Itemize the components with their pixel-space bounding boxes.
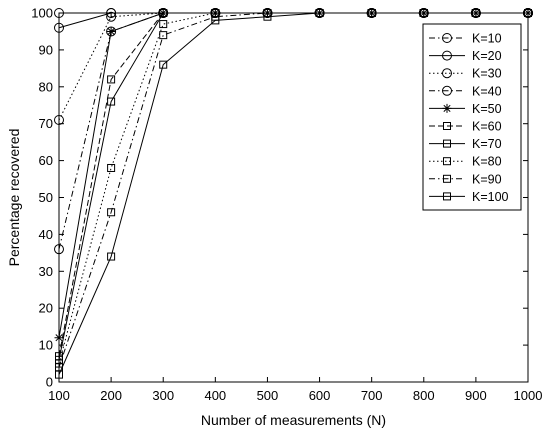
axis-ticks: 100 200 300 400 500 600 700 800 900 1000 0 10 20 30 40…: [31, 6, 542, 404]
legend-marker: [442, 50, 452, 61]
legend-label: K=70: [472, 137, 502, 151]
x-tick-label: 200: [100, 388, 122, 403]
y-tick-label: 100: [31, 6, 53, 21]
y-tick-label: 60: [39, 153, 53, 168]
legend-label: K=30: [472, 67, 502, 81]
data-point: [107, 208, 116, 217]
legend-entry: K=40: [429, 84, 502, 98]
legend-entry: K=100: [429, 190, 509, 204]
legend-marker: [443, 174, 451, 183]
y-tick-label: 70: [39, 116, 53, 131]
legend-marker: [443, 122, 451, 130]
legend-marker: [442, 33, 452, 43]
legend-entry: K=90: [429, 172, 502, 186]
legend-marker: [443, 139, 451, 148]
legend-marker: [443, 192, 451, 201]
legend-marker: [443, 157, 451, 166]
legend-label: K=50: [472, 102, 502, 116]
y-tick-label: 90: [39, 42, 53, 57]
data-point: [159, 20, 168, 29]
legend-entry: K=60: [429, 120, 502, 134]
data-point: [106, 11, 117, 22]
y-tick-label: 40: [39, 227, 53, 242]
legend-entry: K=80: [429, 155, 502, 169]
legend-label: K=40: [472, 84, 502, 98]
y-tick-label: 0: [46, 375, 53, 390]
data-point: [159, 31, 168, 40]
data-point: [107, 163, 116, 172]
data-point: [107, 252, 116, 261]
x-tick-label: 800: [413, 388, 435, 403]
data-point: [106, 26, 116, 36]
x-tick-label: 300: [152, 388, 174, 403]
data-point: [107, 75, 116, 84]
x-tick-label: 600: [309, 388, 331, 403]
legend-marker: [442, 68, 452, 79]
x-tick-label: 400: [204, 388, 226, 403]
legend-entry: K=20: [429, 49, 502, 63]
legend-marker: [442, 85, 452, 96]
legend-label: K=60: [472, 120, 502, 134]
x-tick-label: 900: [465, 388, 487, 403]
y-tick-label: 10: [39, 338, 53, 353]
x-tick-label: 500: [257, 388, 279, 403]
y-axis-title: Percentage recovered: [6, 129, 22, 267]
x-axis-title: Number of measurements (N): [201, 412, 386, 428]
y-tick-label: 80: [39, 79, 53, 94]
data-point: [159, 60, 168, 69]
x-tick-label: 1000: [514, 388, 543, 403]
legend-label: K=100: [472, 190, 509, 204]
legend: K=10 K=20 K=30 K=40 K=50 K=60 K=70 K=80 K=90 K=10…: [422, 23, 522, 211]
legend-label: K=20: [472, 49, 502, 63]
y-tick-label: 30: [39, 264, 53, 279]
x-tick-label: 100: [48, 388, 70, 403]
y-tick-label: 50: [39, 190, 53, 205]
legend-entry: K=70: [429, 137, 502, 151]
legend-label: K=10: [472, 32, 502, 46]
legend-entry: K=10: [429, 32, 502, 46]
x-tick-label: 700: [361, 388, 383, 403]
data-point: [107, 97, 116, 106]
legend-label: K=90: [472, 172, 502, 186]
y-tick-label: 20: [39, 301, 53, 316]
legend-label: K=80: [472, 155, 502, 169]
legend-marker: [442, 103, 452, 113]
legend-entry: K=30: [429, 67, 502, 81]
legend-entry: K=50: [429, 102, 502, 116]
